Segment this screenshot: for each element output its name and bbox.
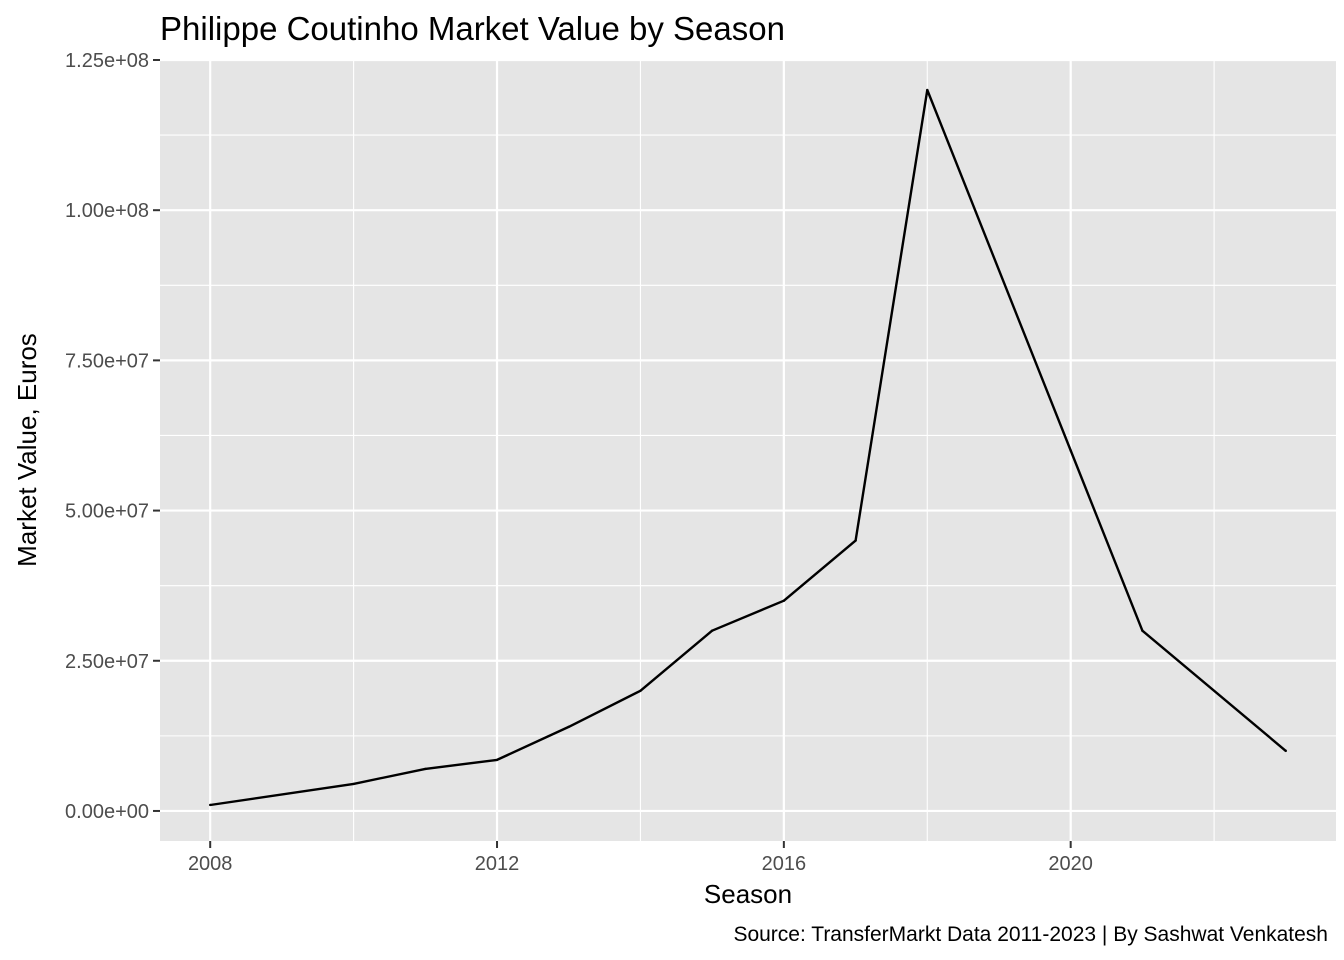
x-tick-label: 2012: [475, 853, 520, 875]
data-point: [1069, 449, 1072, 452]
y-tick-label: 0.00e+00: [65, 801, 149, 823]
data-point: [1141, 629, 1144, 632]
data-point: [639, 689, 642, 693]
data-point: [710, 629, 714, 632]
y-axis: 0.00e+00 2.50e+07 5.00e+07 7.50e+07 1.00e+08…: [65, 50, 160, 823]
data-point: [567, 725, 570, 729]
y-tick-label: 7.50e+07: [65, 350, 149, 372]
chart-title: Philippe Coutinho Market Value by Season: [160, 10, 785, 47]
y-tick-label: 5.00e+07: [65, 501, 149, 523]
x-axis-title: Season: [704, 879, 792, 909]
data-point: [854, 539, 857, 542]
x-tick-label: 2008: [188, 853, 233, 875]
y-tick-label: 1.00e+08: [65, 200, 149, 222]
y-axis-title: Market Value, Euros: [12, 333, 42, 567]
data-point: [1284, 749, 1288, 753]
series-layer: [208, 88, 1288, 807]
data-point: [424, 767, 427, 771]
plot-panel: [160, 60, 1336, 841]
data-point: [208, 803, 212, 807]
data-point: [926, 88, 929, 92]
chart-caption: Source: TransferMarkt Data 2011-2023 | B…: [733, 923, 1328, 946]
data-point: [782, 599, 786, 602]
data-point: [495, 758, 499, 762]
x-tick-label: 2016: [762, 853, 807, 875]
y-tick-label: 2.50e+07: [65, 651, 149, 673]
data-point: [352, 782, 355, 786]
y-tick-label: 1.25e+08: [65, 50, 149, 72]
x-axis: 2008 2012 2016 2020: [188, 841, 1093, 875]
x-tick-label: 2020: [1048, 853, 1093, 875]
minor-gridlines: [160, 60, 1336, 841]
